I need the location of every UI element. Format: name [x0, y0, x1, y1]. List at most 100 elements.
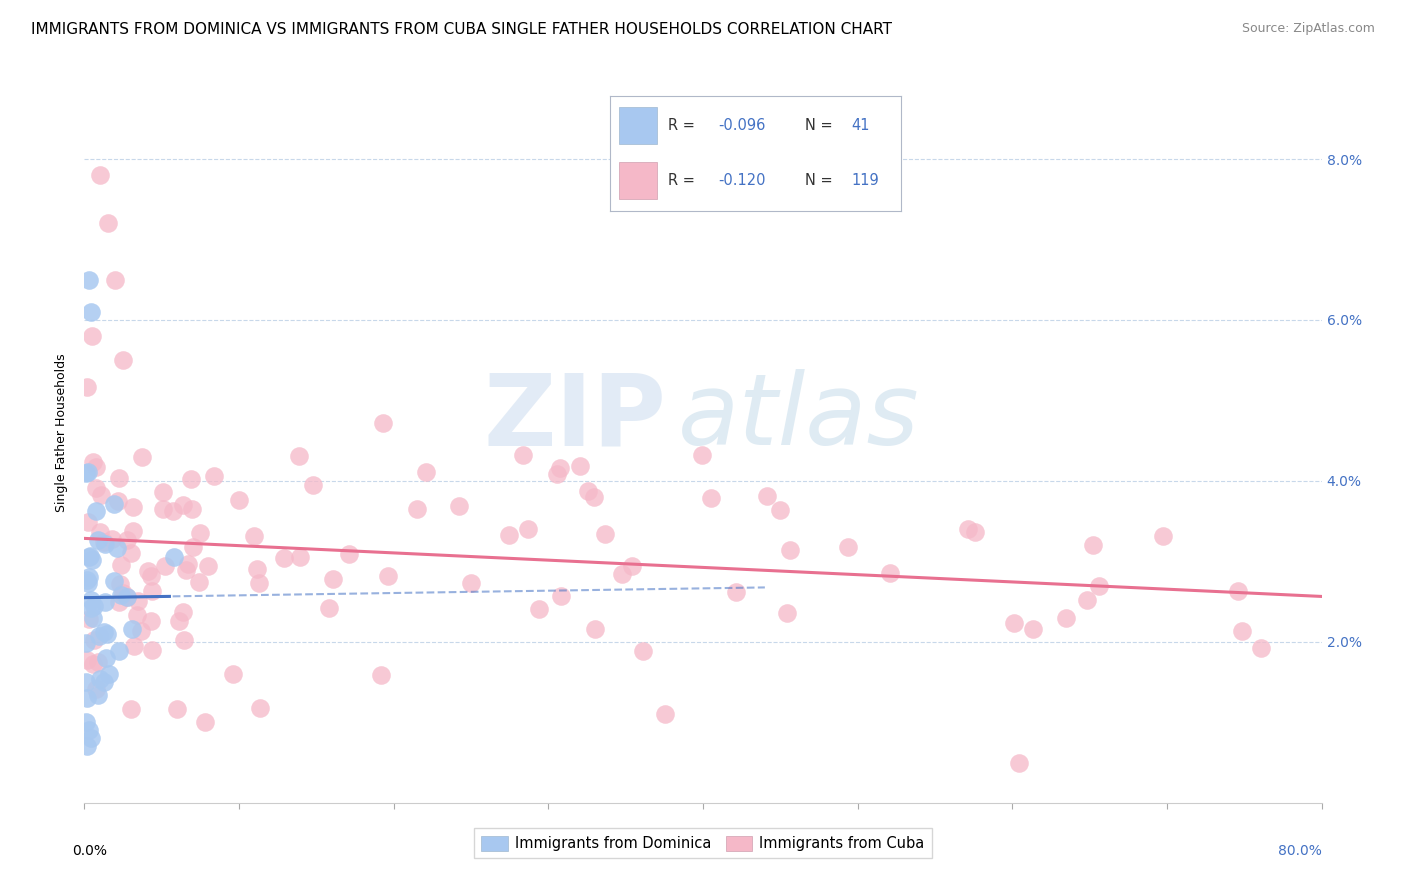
Point [1081, 538, 1104, 552]
Point [75, 675, 97, 690]
Point [87, 630, 110, 644]
Point [83, 599, 105, 613]
Y-axis label: Single Father Households: Single Father Households [55, 353, 69, 512]
Point [84, 504, 107, 518]
Point [80, 593, 103, 607]
Point [690, 448, 713, 462]
Point [84, 459, 107, 474]
Point [107, 493, 129, 508]
Point [100, 532, 122, 546]
Point [837, 540, 859, 554]
Legend: Immigrants from Dominica, Immigrants from Cuba: Immigrants from Dominica, Immigrants fro… [474, 829, 932, 858]
Point [957, 523, 980, 537]
Point [122, 500, 145, 515]
Point [141, 584, 163, 599]
Point [1230, 624, 1253, 638]
Point [80, 553, 103, 567]
Point [1227, 583, 1250, 598]
Point [89, 672, 111, 686]
Point [512, 448, 534, 462]
Point [188, 575, 211, 590]
Point [79, 549, 101, 563]
Point [117, 590, 139, 604]
Point [129, 624, 152, 638]
Point [93, 625, 115, 640]
Point [249, 701, 271, 715]
Point [153, 559, 176, 574]
Point [550, 589, 572, 603]
Text: ZIP: ZIP [484, 369, 666, 467]
Point [108, 595, 131, 609]
Point [724, 585, 747, 599]
Point [82, 329, 104, 343]
Point [288, 549, 311, 564]
Point [593, 527, 616, 541]
Point [576, 483, 599, 498]
Point [98, 667, 121, 681]
Point [82, 455, 104, 469]
Point [77, 273, 100, 287]
Point [103, 574, 125, 588]
Point [779, 543, 801, 558]
Point [633, 644, 655, 658]
Point [82, 611, 104, 625]
Point [76, 691, 98, 706]
Point [77, 570, 100, 584]
Point [127, 608, 149, 623]
Point [162, 549, 184, 564]
Point [89, 168, 111, 182]
Point [1076, 592, 1098, 607]
Point [80, 601, 103, 615]
Point [288, 450, 311, 464]
Point [700, 491, 723, 505]
Point [79, 305, 101, 319]
Point [122, 640, 145, 654]
Point [75, 467, 97, 481]
Point [273, 550, 295, 565]
Point [447, 499, 470, 513]
Point [370, 668, 392, 682]
Point [162, 504, 184, 518]
Point [117, 590, 139, 604]
Point [89, 524, 111, 539]
Point [77, 516, 100, 530]
Point [107, 541, 129, 556]
Point [96, 627, 118, 641]
Point [131, 450, 153, 464]
Text: Source: ZipAtlas.com: Source: ZipAtlas.com [1241, 22, 1375, 36]
Point [756, 489, 779, 503]
Point [768, 502, 790, 516]
Point [94, 595, 117, 609]
Text: IMMIGRANTS FROM DOMINICA VS IMMIGRANTS FROM CUBA SINGLE FATHER HOUSEHOLDS CORREL: IMMIGRANTS FROM DOMINICA VS IMMIGRANTS F… [31, 22, 891, 37]
Point [166, 702, 188, 716]
Point [139, 569, 162, 583]
Point [498, 527, 520, 541]
Point [322, 573, 344, 587]
Point [76, 380, 98, 394]
Point [654, 706, 676, 721]
Point [77, 723, 100, 738]
Point [302, 478, 325, 492]
Point [243, 529, 266, 543]
Point [75, 715, 97, 730]
Point [93, 535, 115, 549]
Point [202, 468, 225, 483]
Point [177, 557, 200, 571]
Point [1002, 615, 1025, 630]
Point [620, 558, 643, 573]
Point [90, 488, 112, 502]
Point [183, 541, 205, 555]
Point [377, 569, 399, 583]
Point [93, 537, 115, 551]
Point [127, 594, 149, 608]
Point [87, 533, 110, 547]
Point [82, 657, 104, 671]
Point [548, 461, 571, 475]
Point [569, 459, 592, 474]
Point [77, 612, 100, 626]
Point [1021, 622, 1043, 636]
Point [405, 501, 427, 516]
Point [173, 633, 195, 648]
Point [120, 546, 142, 560]
Point [176, 563, 198, 577]
